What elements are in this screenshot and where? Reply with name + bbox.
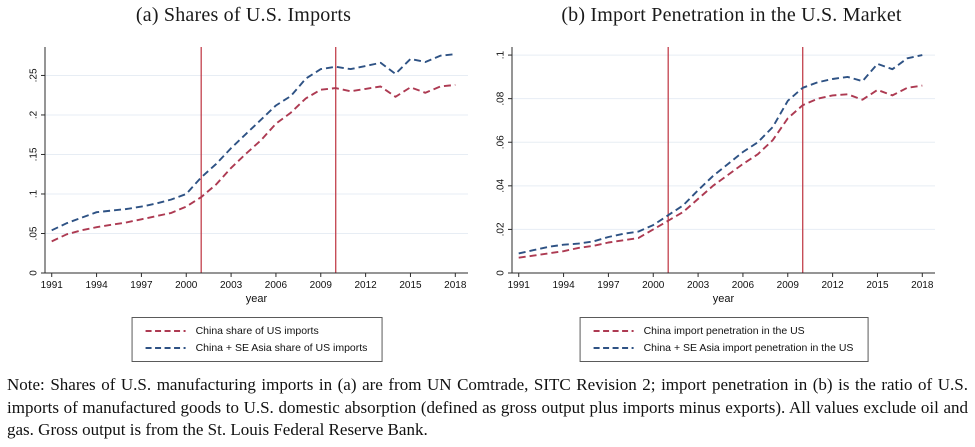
legend-dash-sample [145,330,186,332]
svg-text:2012: 2012 [821,280,844,291]
svg-text:1997: 1997 [597,280,620,291]
svg-text:0: 0 [29,270,40,276]
svg-text:2015: 2015 [866,280,889,291]
chart-svg: 0 .02 .04 .06 .08 .1 1991 1994 1997 2000 2003 2006 2… [496,47,935,305]
svg-text:2012: 2012 [354,280,377,291]
svg-text:2018: 2018 [911,280,934,291]
svg-text:0: 0 [496,270,507,276]
svg-text:.08: .08 [496,91,507,105]
svg-text:.05: .05 [29,226,40,240]
legend-label: China import penetration in the US [643,325,805,337]
legend-dash-sample [593,330,634,332]
y-tick-labels: 0 .02 .04 .06 .08 .1 [496,50,512,276]
chart-b-canvas: 0 .02 .04 .06 .08 .1 1991 1994 1997 2000 2003 2006 2… [488,0,975,312]
legend-a: China share of US imports China + SE Asi… [131,317,383,362]
svg-text:1997: 1997 [130,280,153,291]
legend-dash-sample [593,347,634,349]
svg-text:2003: 2003 [687,280,710,291]
svg-text:.02: .02 [496,222,507,236]
svg-text:2006: 2006 [265,280,288,291]
axes [511,47,935,274]
svg-text:.1: .1 [29,189,40,198]
chart-b-title: (b) Import Penetration in the U.S. Marke… [561,4,902,26]
x-axis-label: year [246,293,268,305]
x-axis-label: year [713,293,735,305]
svg-text:.06: .06 [496,135,507,149]
legend-item: China share of US imports [145,325,368,337]
svg-text:1994: 1994 [85,280,108,291]
legend-item: China import penetration in the US [593,325,854,337]
gridlines [45,74,468,234]
svg-text:2006: 2006 [732,280,755,291]
svg-text:2015: 2015 [399,280,422,291]
svg-text:.25: .25 [29,68,40,82]
svg-text:1991: 1991 [508,280,531,291]
y-tick-labels: 0 .05 .1 .15 .2 .25 [29,68,45,276]
legend-dash-sample [145,347,186,349]
svg-text:.04: .04 [496,178,507,192]
series-line-1 [51,53,456,232]
svg-text:.15: .15 [29,147,40,161]
svg-text:2009: 2009 [310,280,333,291]
legend-label: China + SE Asia import penetration in th… [643,342,854,354]
chart-a-canvas: 0 .05 .1 .15 .2 .25 1991 1994 1997 2000 2003 2006 20… [0,0,487,312]
chart-a-title: (a) Shares of U.S. Imports [135,4,352,26]
panel-b: (b) Import Penetration in the U.S. Marke… [488,0,975,372]
figure-note: Note: Shares of U.S. manufacturing impor… [7,375,968,440]
svg-text:2009: 2009 [777,280,800,291]
svg-text:2000: 2000 [175,280,198,291]
chart-svg: 0 .05 .1 .15 .2 .25 1991 1994 1997 2000 2003 2006 20… [29,47,468,305]
series-line-1 [518,54,923,255]
legend-label: China share of US imports [195,325,319,337]
event-vlines [667,47,804,273]
legend-item: China + SE Asia share of US imports [145,342,368,354]
x-tick-labels: 1991 1994 1997 2000 2003 2006 2009 2012 2015 2018 [508,273,934,291]
series-line-0 [518,84,923,259]
legend-item: China + SE Asia import penetration in th… [593,342,854,354]
svg-text:2003: 2003 [220,280,243,291]
axes [44,47,468,274]
svg-text:1991: 1991 [41,280,64,291]
legend-label: China + SE Asia share of US imports [195,342,368,354]
x-tick-labels: 1991 1994 1997 2000 2003 2006 2009 2012 2015 2018 [41,273,467,291]
svg-text:2000: 2000 [642,280,665,291]
gridlines [512,54,935,230]
svg-text:2018: 2018 [444,280,467,291]
svg-text:1994: 1994 [552,280,575,291]
legend-b: China import penetration in the US China… [579,317,869,362]
series-line-0 [51,83,456,243]
panel-a: (a) Shares of U.S. Imports 0 .05 .1 .15 .2 .2… [0,0,487,372]
event-vlines [200,47,337,273]
svg-text:.2: .2 [29,110,40,119]
svg-text:.1: .1 [496,50,507,59]
